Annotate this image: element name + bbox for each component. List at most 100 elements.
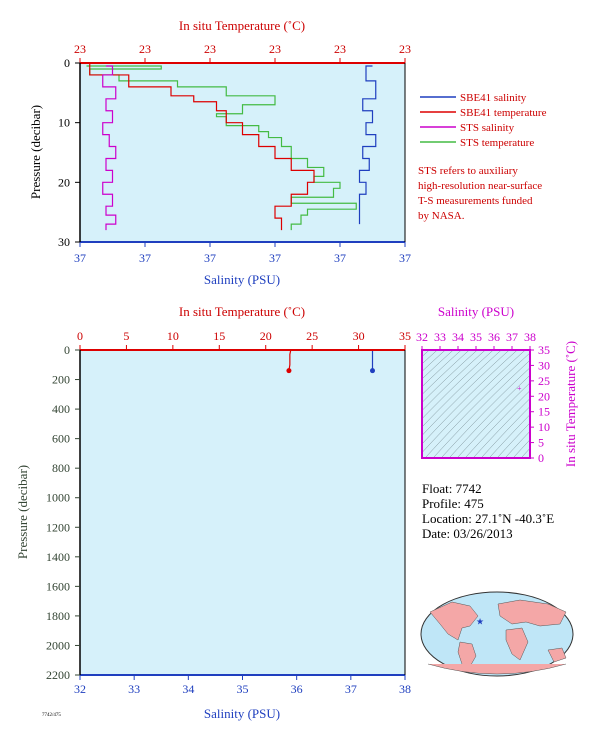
main-pressure-tick-label: 1200 [46,520,70,534]
density-contour [464,390,530,458]
top-plot-area [80,63,405,242]
world-map: ★ [420,591,574,677]
main-pressure-tick-label: 200 [52,373,70,387]
main-pressure-tick-label: 1000 [46,491,70,505]
map-ocean [420,591,574,677]
density-contour [456,382,530,458]
main-temp-tick-label: 0 [77,329,83,343]
top-temp-tick-label: 23 [139,42,151,56]
top-pressure-tick-label: 10 [58,116,70,130]
density-contour [512,439,530,458]
note-line-1: STS refers to auxiliary [418,165,518,177]
note-line-4: by NASA. [418,210,465,222]
ts-salinity-tick-label: 37 [506,330,518,344]
top-panel: 23 23 23 23 23 23 37 37 37 37 37 37 0 10 20 30 In situ … [28,18,411,287]
density-contour [488,414,530,458]
map-land-americas-north [429,601,479,641]
main-pressure-tick-label: 400 [52,402,70,416]
ts-salinity-tick-label: 34 [452,330,464,344]
series-sts-salinity [102,65,117,231]
main-ticks: 0 5 10 15 20 25 30 35 32 33 34 35 36 37 38 0 200 400 600 80… [46,329,411,696]
main-temp-tick-label: 30 [353,329,365,343]
top-salinity-tick-label: 37 [399,251,411,265]
density-contour [440,367,530,458]
density-contour [424,352,530,458]
top-panel-top-xlabel: In situ Temperature (˚C) [179,18,305,33]
main-plot-area [80,350,405,675]
legend-label-sbe41-salinity: SBE41 salinity [460,92,527,104]
map-land-africa [505,627,529,661]
note-line-2: high-resolution near-surface [418,180,542,192]
footer-tiny-text: 7742/475 [42,713,61,718]
series-sts-temperature [86,65,357,231]
top-series-group [83,62,377,231]
map-land-eurasia [497,599,567,627]
top-pressure-tick-label: 30 [58,235,70,249]
ts-plot-area [422,350,530,458]
ts-ylabel: In situ Temperature (˚C) [563,341,578,467]
main-ylabel: Pressure (decibar) [15,465,30,559]
main-salinity-tick-label: 36 [291,682,303,696]
main-top-xlabel: In situ Temperature (˚C) [179,304,305,319]
density-contour [528,456,530,458]
float-location-marker: ★ [476,616,484,626]
top-ticks: 23 23 23 23 23 23 37 37 37 37 37 37 0 10 20 30 [58,42,411,265]
main-temp-tick-label: 25 [306,329,318,343]
main-salinity-tick-label: 37 [345,682,357,696]
main-temp-tick-label: 15 [213,329,225,343]
density-contour [422,350,486,411]
legend-label-sbe41-temperature: SBE41 temperature [460,107,547,119]
float-info: Float: 7742 Profile: 475 Location: 27.1˚… [422,481,554,541]
main-panel: 0 5 10 15 20 25 30 35 32 33 34 35 36 37 38 0 200 400 600 80… [15,304,411,721]
ts-temp-tick-label: 10 [538,420,550,434]
density-contour [422,350,526,453]
ts-temp-tick-label: 15 [538,405,550,419]
density-contour [448,374,530,458]
ts-temp-tick-label: 20 [538,389,550,403]
ts-salinity-tick-label: 33 [434,330,446,344]
density-contour [480,406,530,458]
main-temp-tick-label: 5 [123,329,129,343]
legend-label-sts-salinity: STS salinity [460,122,515,134]
main-pressure-tick-label: 2200 [46,668,70,682]
ts-salinity-tick-label: 38 [524,330,536,344]
density-contour [422,350,510,436]
legend: SBE41 salinity SBE41 temperature STS sal… [420,92,547,149]
main-temperature-endpoint [286,368,292,374]
main-temperature-profile [288,349,292,371]
main-temp-tick-label: 35 [399,329,411,343]
map-land-antarctica [427,663,567,675]
ts-density-contours [422,350,530,458]
main-pressure-tick-label: 800 [52,461,70,475]
main-pressure-tick-label: 1800 [46,609,70,623]
top-temp-tick-label: 23 [74,42,86,56]
ts-point: + [517,384,522,393]
top-salinity-tick-label: 37 [269,251,281,265]
density-contour [422,350,478,403]
ts-salinity-tick-label: 36 [488,330,500,344]
density-contour [472,398,530,458]
profile-number: Profile: 475 [422,496,484,511]
series-sbe41-temperature [83,62,315,231]
top-temp-tick-label: 23 [204,42,216,56]
main-salinity-tick-label: 34 [182,682,194,696]
main-temp-tick-label: 10 [167,329,179,343]
density-contour [422,350,518,445]
density-contour [432,359,530,458]
legend-label-sts-temperature: STS temperature [460,137,534,149]
top-temp-tick-label: 23 [269,42,281,56]
top-salinity-tick-label: 37 [204,251,216,265]
density-contour [422,350,502,428]
main-temp-tick-label: 20 [260,329,272,343]
ts-temp-tick-label: 25 [538,374,550,388]
main-salinity-tick-label: 33 [128,682,140,696]
main-pressure-tick-label: 0 [64,343,70,357]
location: Location: 27.1˚N -40.3˚E [422,511,554,526]
map-land-australia [547,647,567,663]
main-salinity-tick-label: 38 [399,682,411,696]
density-contour [504,430,530,458]
main-salinity-tick-label: 35 [237,682,249,696]
